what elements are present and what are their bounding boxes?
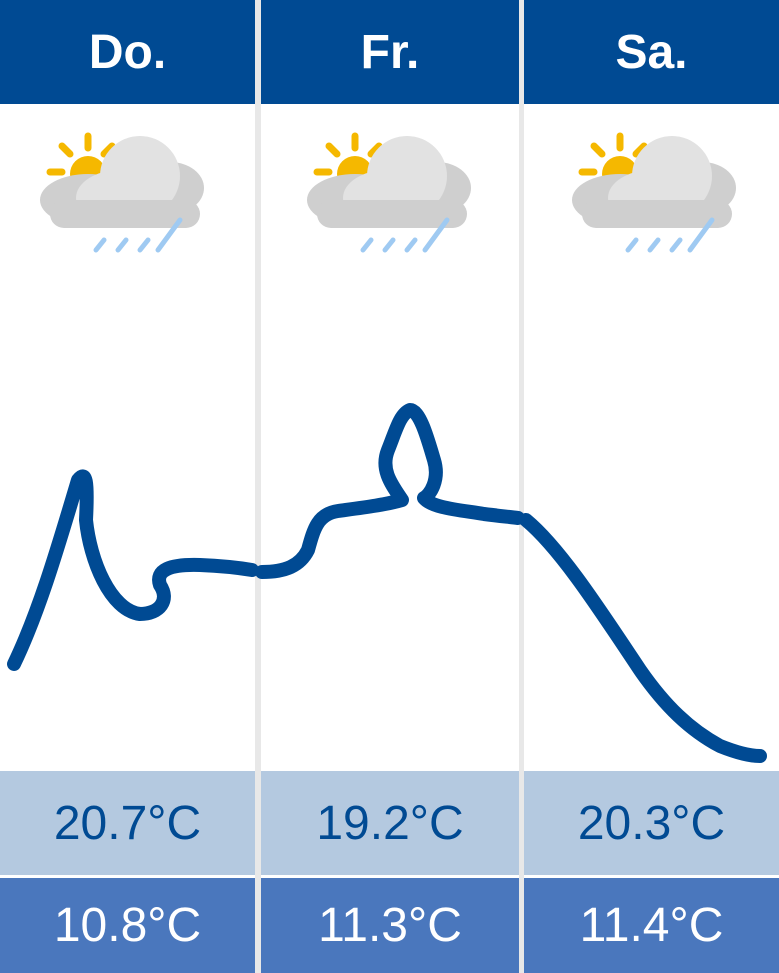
day-label: Fr. — [261, 0, 519, 104]
day-column-friday[interactable]: Fr. 19.2°C 11.3°C — [261, 0, 519, 973]
sun-cloud-rain-icon — [572, 132, 736, 253]
min-temperature: 11.3°C — [261, 878, 519, 973]
max-temperature: 20.3°C — [524, 771, 779, 875]
day-column-saturday[interactable]: Sa. 20.3°C 11.4°C — [524, 0, 779, 973]
sun-cloud-rain-icon — [307, 132, 471, 253]
max-temperature: 19.2°C — [261, 771, 519, 875]
day-label: Sa. — [524, 0, 779, 104]
day-column-thursday[interactable]: Do. 20.7°C 10.8°C — [0, 0, 255, 973]
day-label: Do. — [0, 0, 255, 104]
sun-cloud-rain-icon — [40, 132, 204, 253]
min-temperature: 10.8°C — [0, 878, 255, 973]
min-temperature: 11.4°C — [524, 878, 779, 973]
max-temperature: 20.7°C — [0, 771, 255, 875]
